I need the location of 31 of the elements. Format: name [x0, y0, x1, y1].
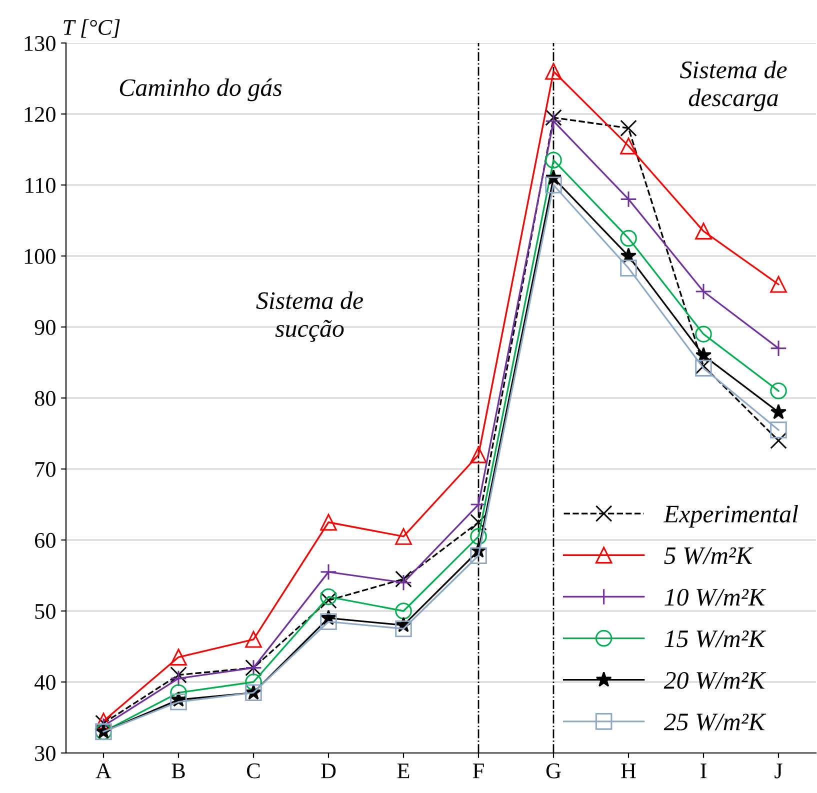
- legend-label: 10 W/m²K: [664, 588, 766, 606]
- annotation: Caminho do gás: [120, 78, 282, 102]
- y-tick-label: 40: [34, 674, 56, 690]
- y-tick-label: 50: [35, 604, 56, 619]
- y-tick-label: 80: [34, 390, 56, 406]
- legend-label: 20 W/m²K: [664, 672, 766, 689]
- x-tick-label: G: [546, 763, 561, 778]
- legend-label: 5 W/m²K: [664, 547, 754, 564]
- x-tick-label: C: [247, 763, 260, 778]
- y-tick-label: 30: [35, 746, 56, 761]
- legend-label: Experimental: [664, 504, 798, 528]
- annotation: Sistema de descarga: [680, 60, 787, 112]
- x-tick-label: A: [96, 763, 112, 778]
- x-tick-label: F: [472, 764, 484, 778]
- y-tick-label: 100: [24, 248, 56, 264]
- x-tick-label: J: [774, 764, 782, 778]
- y-tick-label: 130: [24, 36, 56, 51]
- x-tick-label: D: [321, 764, 336, 778]
- y-tick-label: 90: [34, 320, 56, 335]
- x-tick-label: I: [700, 764, 706, 778]
- y-tick-label: 120: [24, 106, 56, 122]
- x-tick-label: H: [621, 764, 636, 778]
- legend-label: 15 W/m²K: [664, 630, 766, 648]
- x-tick-label: E: [397, 764, 410, 778]
- legend-label: 25 W/m²K: [664, 714, 766, 731]
- annotation: Sistema de sucção: [256, 292, 363, 342]
- y-tick-label: 70: [36, 462, 56, 477]
- y-axis-title: T [°C]: [64, 19, 120, 38]
- x-tick-label: B: [172, 764, 185, 778]
- y-tick-label: 60: [35, 532, 56, 548]
- y-tick-label: 110: [26, 178, 56, 193]
